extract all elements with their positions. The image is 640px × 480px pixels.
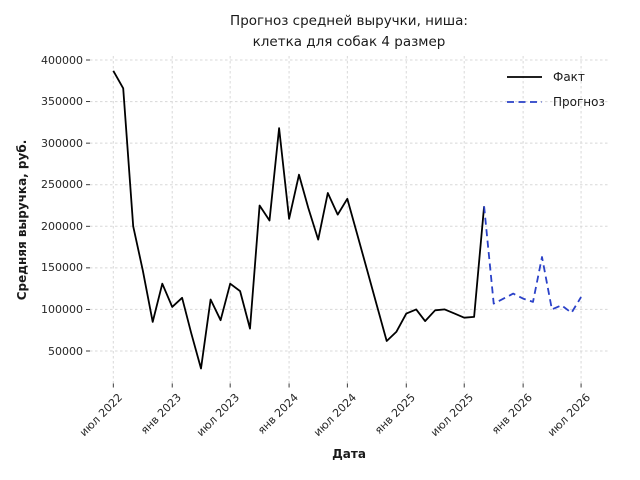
y-tick-label: 400000 <box>41 53 83 67</box>
y-tick-label: 150000 <box>41 261 83 275</box>
y-tick-label: 300000 <box>41 136 83 150</box>
y-tick-label: 200000 <box>41 219 83 233</box>
legend: Факт Прогноз <box>506 64 605 114</box>
fact-line <box>112 70 485 370</box>
forecast-line-sample <box>507 100 542 103</box>
legend-row-fact: Факт <box>506 64 605 89</box>
legend-label-forecast: Прогноз <box>553 94 605 109</box>
chart-title-line2: клетка для собак 4 размер <box>252 34 446 50</box>
x-axis-label: Дата <box>332 447 366 461</box>
y-tick-label: 50000 <box>48 344 83 358</box>
chart-title-line1: Прогноз средней выручки, ниша: <box>230 13 468 29</box>
forecast-line <box>483 206 582 314</box>
y-tick-label: 350000 <box>41 95 83 109</box>
legend-label-fact: Факт <box>553 69 585 84</box>
fact-line-sample <box>507 75 542 78</box>
chart-title: Прогноз средней выручки, ниша: клетка дл… <box>90 11 608 53</box>
legend-row-forecast: Прогноз <box>506 89 605 114</box>
y-tick-label: 250000 <box>41 178 83 192</box>
y-tick-label: 100000 <box>41 302 83 316</box>
